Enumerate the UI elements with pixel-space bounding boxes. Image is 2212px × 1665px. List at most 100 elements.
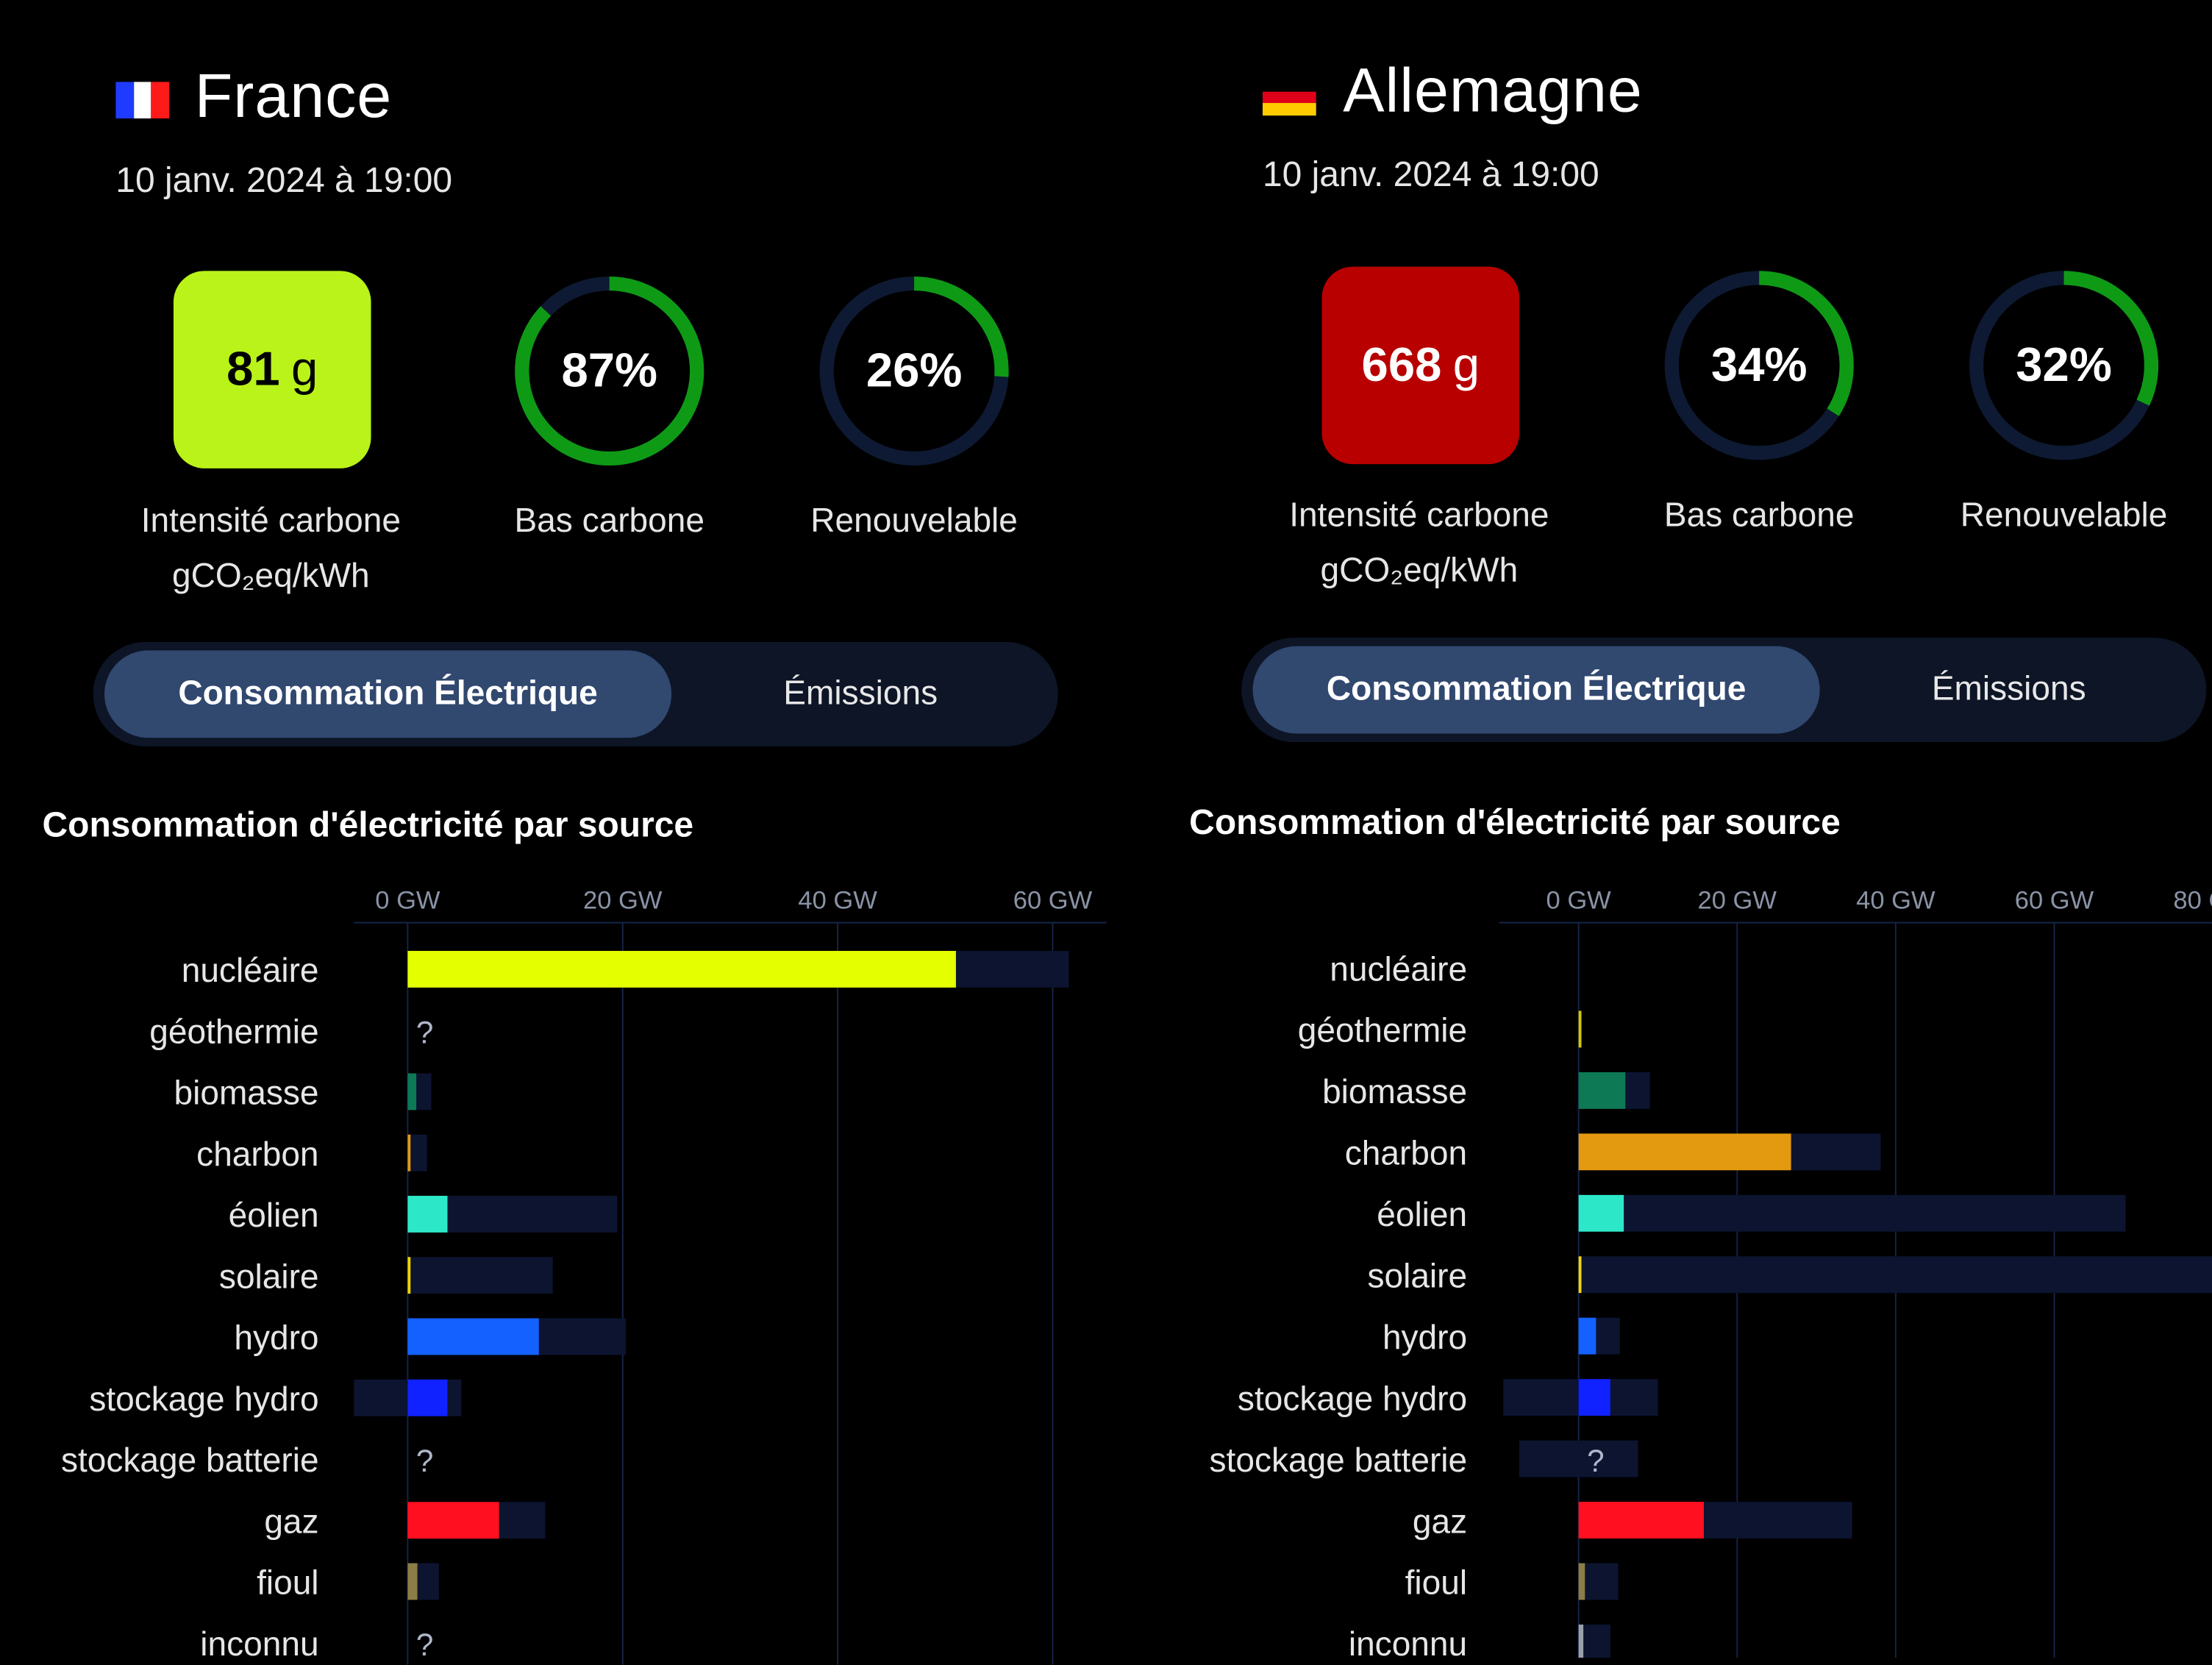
x-tick-label: 60 GW bbox=[2015, 886, 2094, 914]
country-name: France bbox=[194, 62, 393, 132]
renewable-ring: 26% bbox=[816, 272, 1013, 470]
category-label: stockage batterie bbox=[1210, 1441, 1468, 1479]
carbon-intensity-label: Intensité carbone gCO₂eq/kWh bbox=[101, 493, 440, 604]
low-carbon-percent: 87% bbox=[561, 343, 658, 398]
unknown-marker: ? bbox=[416, 1444, 433, 1478]
ring-graphic bbox=[819, 276, 1009, 466]
carbon-intensity-label: Intensité carbone gCO₂eq/kWh bbox=[1250, 488, 1588, 599]
flag-stripe bbox=[133, 82, 151, 119]
x-tick-label: 20 GW bbox=[583, 886, 663, 914]
country-name: Allemagne bbox=[1343, 56, 1643, 126]
category-label: biomasse bbox=[174, 1074, 319, 1112]
value-bar bbox=[407, 1318, 539, 1355]
country-panel-france: France 10 janv. 2024 à 19:00 81 g 87% 26… bbox=[42, 62, 1107, 1665]
carbon-intensity-title: Intensité carbone bbox=[140, 502, 401, 541]
capacity-bar bbox=[407, 1257, 553, 1294]
value-bar bbox=[1578, 1133, 1791, 1171]
category-label: nucléaire bbox=[182, 951, 319, 989]
value-bar bbox=[407, 1073, 417, 1110]
category-label: stockage hydro bbox=[89, 1380, 318, 1418]
ring-graphic bbox=[1664, 271, 1854, 460]
category-label: stockage hydro bbox=[1238, 1379, 1467, 1417]
category-label: charbon bbox=[196, 1135, 318, 1173]
renewable-percent: 32% bbox=[2016, 338, 2112, 392]
x-tick-label: 80 GW bbox=[2173, 886, 2212, 914]
x-tick-label: 0 GW bbox=[375, 886, 440, 914]
value-bar bbox=[1578, 1563, 1585, 1600]
value-bar bbox=[1578, 1010, 1582, 1048]
category-label: hydro bbox=[234, 1319, 318, 1357]
carbon-intensity-unit: g bbox=[1452, 338, 1480, 392]
carbon-intensity-badge: 81 g bbox=[173, 271, 371, 468]
capacity-bar bbox=[407, 1134, 427, 1172]
capacity-bar bbox=[1519, 1440, 1638, 1477]
country-panel-germany: Allemagne 10 janv. 2024 à 19:00 668 g 34… bbox=[1147, 0, 2212, 1658]
x-tick-label: 0 GW bbox=[1546, 886, 1612, 914]
category-label: éolien bbox=[1377, 1195, 1467, 1233]
value-bar bbox=[1578, 1624, 1584, 1658]
france-flag-icon bbox=[115, 82, 170, 119]
tab-emissions[interactable]: Émissions bbox=[1931, 670, 2086, 709]
value-bar bbox=[407, 1379, 448, 1416]
carbon-intensity-title: Intensité carbone bbox=[1289, 496, 1549, 535]
renewable-ring: 32% bbox=[1965, 267, 2163, 465]
tab-electricity-consumption[interactable]: Consommation Électrique bbox=[104, 650, 672, 738]
value-bar bbox=[407, 1134, 411, 1172]
ring-graphic bbox=[1969, 271, 2159, 460]
tab-emissions[interactable]: Émissions bbox=[783, 674, 938, 713]
chart-title: Consommation d'électricité par source bbox=[1189, 802, 1841, 843]
x-tick-label: 40 GW bbox=[1856, 886, 1936, 914]
low-carbon-ring: 87% bbox=[510, 272, 708, 470]
category-label: gaz bbox=[264, 1502, 318, 1540]
value-bar bbox=[407, 1563, 418, 1600]
value-bar bbox=[1578, 1194, 1624, 1232]
carbon-intensity-value: 81 bbox=[226, 342, 280, 396]
value-bar bbox=[407, 1257, 411, 1294]
tab-electricity-consumption[interactable]: Consommation Électrique bbox=[1252, 646, 1820, 734]
category-label: gaz bbox=[1413, 1502, 1467, 1540]
category-label: hydro bbox=[1382, 1318, 1467, 1356]
unknown-marker: ? bbox=[1587, 1444, 1604, 1478]
carbon-intensity-unit: g bbox=[291, 342, 318, 396]
category-label: nucléaire bbox=[1330, 949, 1467, 988]
category-label: charbon bbox=[1345, 1134, 1467, 1172]
consumption-bar-chart: 0 GW 20 GW 40 GW 60 GW nucléaire géothermie ? b… bbox=[61, 886, 1107, 1665]
x-tick-label: 40 GW bbox=[798, 886, 877, 914]
unknown-marker: ? bbox=[416, 1627, 433, 1662]
category-label: éolien bbox=[229, 1196, 319, 1234]
low-carbon-ring: 34% bbox=[1660, 267, 1858, 465]
value-bar bbox=[1578, 1256, 1582, 1294]
value-bar bbox=[1578, 1379, 1610, 1416]
view-tabs: Consommation Électrique Émissions bbox=[1241, 638, 2207, 743]
value-bar bbox=[407, 950, 956, 988]
low-carbon-label: Bas carbone bbox=[1663, 496, 1855, 535]
flag-stripe bbox=[1262, 103, 1316, 116]
category-label: inconnu bbox=[1349, 1625, 1467, 1658]
renewable-label: Renouvelable bbox=[1960, 496, 2168, 535]
low-carbon-label: Bas carbone bbox=[514, 502, 704, 541]
carbon-intensity-unit-label: gCO₂eq/kWh bbox=[172, 557, 370, 596]
ring-graphic bbox=[515, 276, 704, 466]
category-label: géothermie bbox=[149, 1012, 318, 1050]
flag-stripe bbox=[115, 82, 134, 119]
carbon-intensity-unit-label: gCO₂eq/kWh bbox=[1320, 552, 1519, 590]
datetime: 10 janv. 2024 à 19:00 bbox=[115, 160, 453, 201]
germany-flag-icon bbox=[1262, 79, 1316, 116]
category-label: géothermie bbox=[1298, 1011, 1467, 1049]
value-bar bbox=[407, 1196, 448, 1233]
chart-title: Consommation d'électricité par source bbox=[42, 805, 694, 846]
flag-stripe bbox=[1262, 91, 1316, 104]
consumption-bar-chart: 0 GW 20 GW 40 GW 60 GW 80 GW nucléaire géother… bbox=[1210, 886, 2212, 1658]
capacity-bar bbox=[1578, 1256, 2212, 1294]
capacity-bar bbox=[1578, 1194, 2126, 1232]
category-label: inconnu bbox=[200, 1625, 318, 1663]
flag-stripe bbox=[1262, 79, 1316, 92]
carbon-intensity-badge: 668 g bbox=[1321, 266, 1520, 465]
value-bar bbox=[1578, 1072, 1626, 1109]
category-label: fioul bbox=[257, 1564, 318, 1602]
renewable-percent: 26% bbox=[866, 343, 963, 398]
category-label: fioul bbox=[1405, 1564, 1467, 1602]
x-tick-label: 20 GW bbox=[1698, 886, 1777, 914]
view-tabs: Consommation Électrique Émissions bbox=[93, 641, 1058, 746]
datetime: 10 janv. 2024 à 19:00 bbox=[1262, 155, 1599, 195]
